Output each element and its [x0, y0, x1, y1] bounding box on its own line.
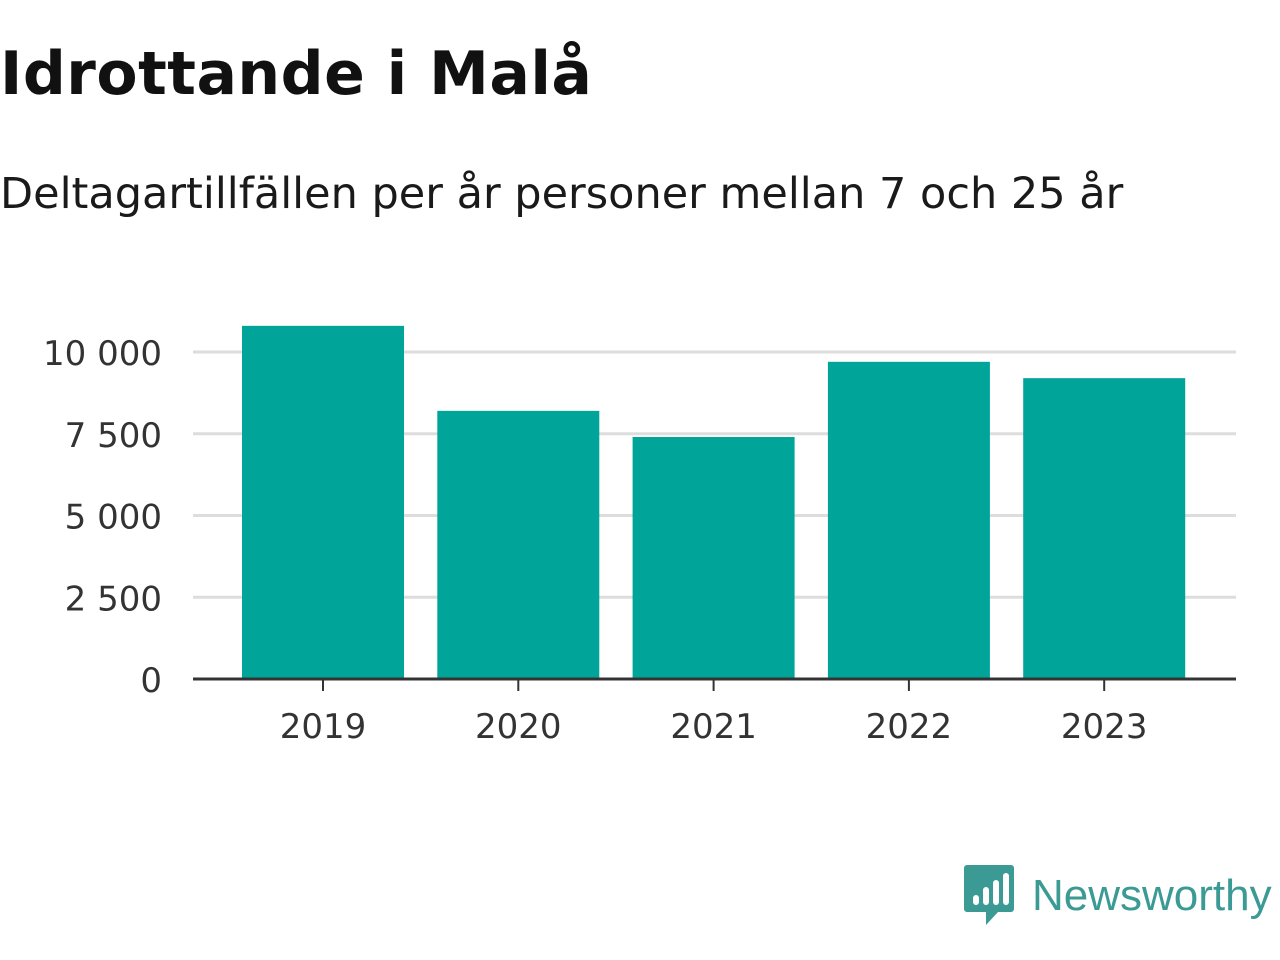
bar-2020: [437, 410, 600, 679]
x-tick-label: 2022: [866, 707, 953, 747]
bar-2022: [827, 361, 990, 679]
x-tick-labels: 2019 2020 2021 2022 2023: [280, 707, 1148, 747]
bar-2021: [632, 437, 795, 679]
bar-2019: [242, 325, 404, 679]
x-tick-label: 2019: [280, 707, 367, 747]
y-tick-label: 10 000: [43, 334, 162, 374]
y-tick-label: 0: [140, 661, 162, 701]
x-tick-label: 2020: [475, 707, 562, 747]
newsworthy-logo: Newsworthy: [964, 864, 1272, 928]
x-tick-label: 2021: [670, 707, 757, 747]
axes: [193, 677, 1236, 691]
chart-title: Idrottande i Malå: [0, 39, 593, 109]
x-tick-label: 2023: [1061, 707, 1148, 747]
y-tick-label: 2 500: [65, 579, 162, 619]
bars: [242, 325, 1186, 679]
y-tick-label: 7 500: [65, 416, 162, 456]
chart-subtitle: Deltagartillfällen per år personer mella…: [0, 169, 1124, 219]
y-tick-labels: 0 2 500 5 000 7 500 10 000: [43, 334, 162, 701]
logo-text: Newsworthy: [1032, 871, 1272, 920]
y-tick-label: 5 000: [65, 498, 162, 538]
bar-2023: [1023, 378, 1186, 679]
newsworthy-chart-bubble-icon: [964, 865, 1014, 925]
